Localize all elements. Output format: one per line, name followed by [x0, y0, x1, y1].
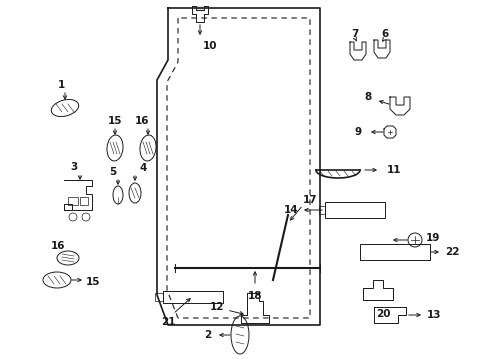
Text: 22: 22	[444, 247, 458, 257]
Bar	[68, 197, 78, 205]
Text: 7: 7	[350, 29, 358, 39]
Bar	[163, 291, 223, 303]
Bar	[155, 293, 163, 301]
Text: 14: 14	[283, 205, 298, 215]
Text: 15: 15	[85, 277, 100, 287]
Text: 16: 16	[51, 241, 65, 251]
Bar	[325, 202, 384, 218]
Text: 17: 17	[302, 195, 317, 205]
Text: 12: 12	[209, 302, 224, 312]
Text: 18: 18	[247, 291, 262, 301]
Text: 15: 15	[107, 116, 122, 126]
Text: 16: 16	[135, 116, 149, 126]
Text: 5: 5	[109, 167, 116, 177]
Text: 6: 6	[381, 29, 388, 39]
Bar	[318, 206, 325, 214]
Text: 20: 20	[375, 309, 389, 319]
Text: 2: 2	[204, 330, 211, 340]
Text: 9: 9	[354, 127, 361, 137]
Text: 8: 8	[364, 92, 371, 102]
Text: 11: 11	[386, 165, 401, 175]
Text: 13: 13	[426, 310, 440, 320]
Bar	[359, 244, 429, 260]
Text: 19: 19	[425, 233, 439, 243]
Text: 10: 10	[203, 41, 217, 51]
Text: 4: 4	[139, 163, 146, 173]
Polygon shape	[196, 6, 203, 10]
Text: 3: 3	[70, 162, 78, 172]
Text: 21: 21	[161, 317, 175, 327]
Bar	[80, 197, 88, 205]
Text: 1: 1	[57, 80, 64, 90]
